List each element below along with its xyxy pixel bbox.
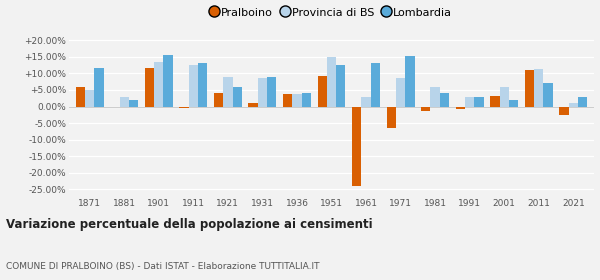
Bar [440, 93, 449, 106]
Bar [534, 69, 544, 106]
Bar [188, 65, 198, 106]
Bar [163, 55, 173, 106]
Bar [233, 87, 242, 106]
Bar [302, 93, 311, 106]
Bar [76, 87, 85, 106]
Bar [430, 87, 440, 106]
Bar [94, 68, 104, 106]
Bar [292, 94, 302, 106]
Bar [559, 106, 569, 115]
Bar [179, 106, 188, 108]
Bar [129, 100, 138, 106]
Legend: Pralboino, Provincia di BS, Lombardia: Pralboino, Provincia di BS, Lombardia [208, 3, 455, 21]
Bar [490, 95, 500, 106]
Bar [509, 100, 518, 106]
Bar [500, 87, 509, 106]
Bar [405, 56, 415, 106]
Bar [421, 106, 430, 111]
Bar [386, 106, 396, 128]
Bar [258, 78, 267, 106]
Bar [317, 76, 327, 106]
Bar [361, 97, 371, 106]
Bar [154, 62, 163, 106]
Bar [578, 97, 587, 106]
Bar [569, 102, 578, 106]
Bar [119, 97, 129, 106]
Bar [525, 70, 534, 106]
Bar [352, 106, 361, 186]
Bar [223, 77, 233, 106]
Bar [396, 78, 405, 106]
Bar [214, 93, 223, 106]
Text: COMUNE DI PRALBOINO (BS) - Dati ISTAT - Elaborazione TUTTITALIA.IT: COMUNE DI PRALBOINO (BS) - Dati ISTAT - … [6, 262, 320, 271]
Bar [544, 83, 553, 106]
Bar [145, 68, 154, 106]
Bar [198, 64, 208, 106]
Text: Variazione percentuale della popolazione ai censimenti: Variazione percentuale della popolazione… [6, 218, 373, 231]
Bar [283, 94, 292, 106]
Bar [85, 90, 94, 106]
Bar [475, 97, 484, 106]
Bar [267, 77, 277, 106]
Bar [336, 65, 346, 106]
Bar [455, 106, 465, 109]
Bar [327, 57, 336, 106]
Bar [371, 64, 380, 106]
Bar [248, 103, 258, 106]
Bar [465, 97, 475, 106]
